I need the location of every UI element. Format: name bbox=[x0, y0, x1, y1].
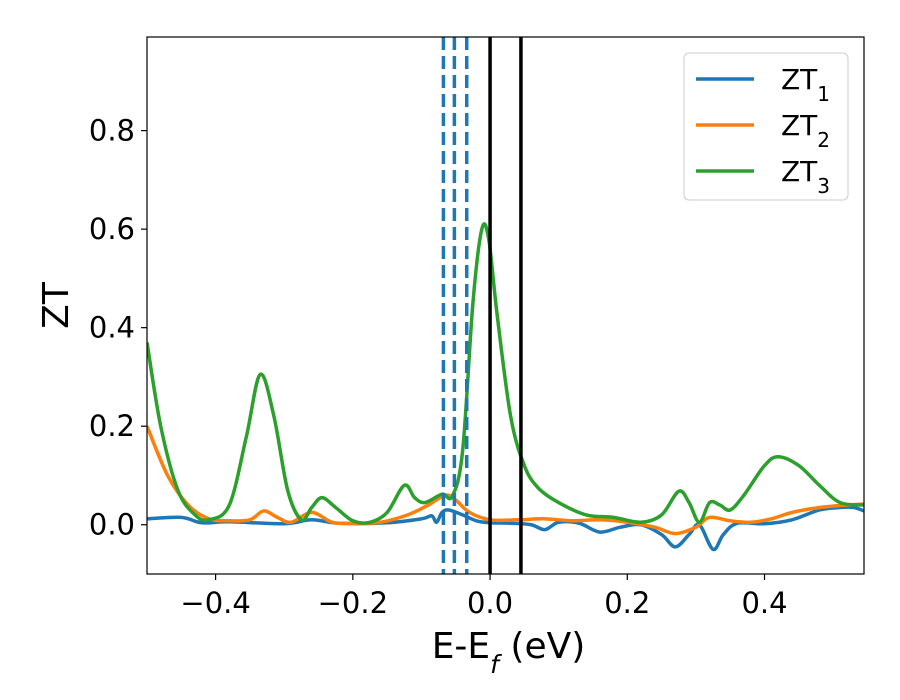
y-tick-label: 0.2 bbox=[89, 409, 135, 443]
axes: −0.4 −0.2 0.0 0.2 0.4 0.0 0.2 0.4 0.6 0.8 bbox=[89, 36, 865, 620]
series-line-zt3 bbox=[147, 222, 864, 525]
x-tick-label: 0.0 bbox=[467, 586, 513, 620]
series-line-zt2 bbox=[147, 425, 864, 536]
legend-label-zt2: ZT2 bbox=[781, 109, 830, 152]
x-tick-label: −0.2 bbox=[318, 586, 388, 620]
y-tick-label: 0.4 bbox=[89, 311, 135, 345]
y-tick-label: 0.0 bbox=[89, 508, 135, 542]
x-axis-title-main: E-E bbox=[432, 626, 490, 667]
y-axis-title: ZT bbox=[36, 281, 77, 329]
legend-box bbox=[683, 52, 849, 201]
y-tick-label: 0.6 bbox=[89, 212, 135, 246]
x-tick-label: 0.2 bbox=[604, 586, 650, 620]
plot-area bbox=[147, 37, 864, 574]
legend-label-zt1: ZT1 bbox=[781, 63, 830, 106]
legend-label-zt3: ZT3 bbox=[781, 155, 830, 198]
series-line-zt1 bbox=[147, 505, 864, 552]
x-axis-title-unit: (eV) bbox=[499, 626, 585, 667]
x-axis-title: E-Ef (eV) bbox=[432, 626, 586, 679]
y-tick-label: 0.8 bbox=[89, 114, 135, 148]
plot-frame bbox=[146, 36, 865, 575]
x-tick-label: 0.4 bbox=[741, 586, 787, 620]
x-tick-label: −0.4 bbox=[180, 586, 250, 620]
